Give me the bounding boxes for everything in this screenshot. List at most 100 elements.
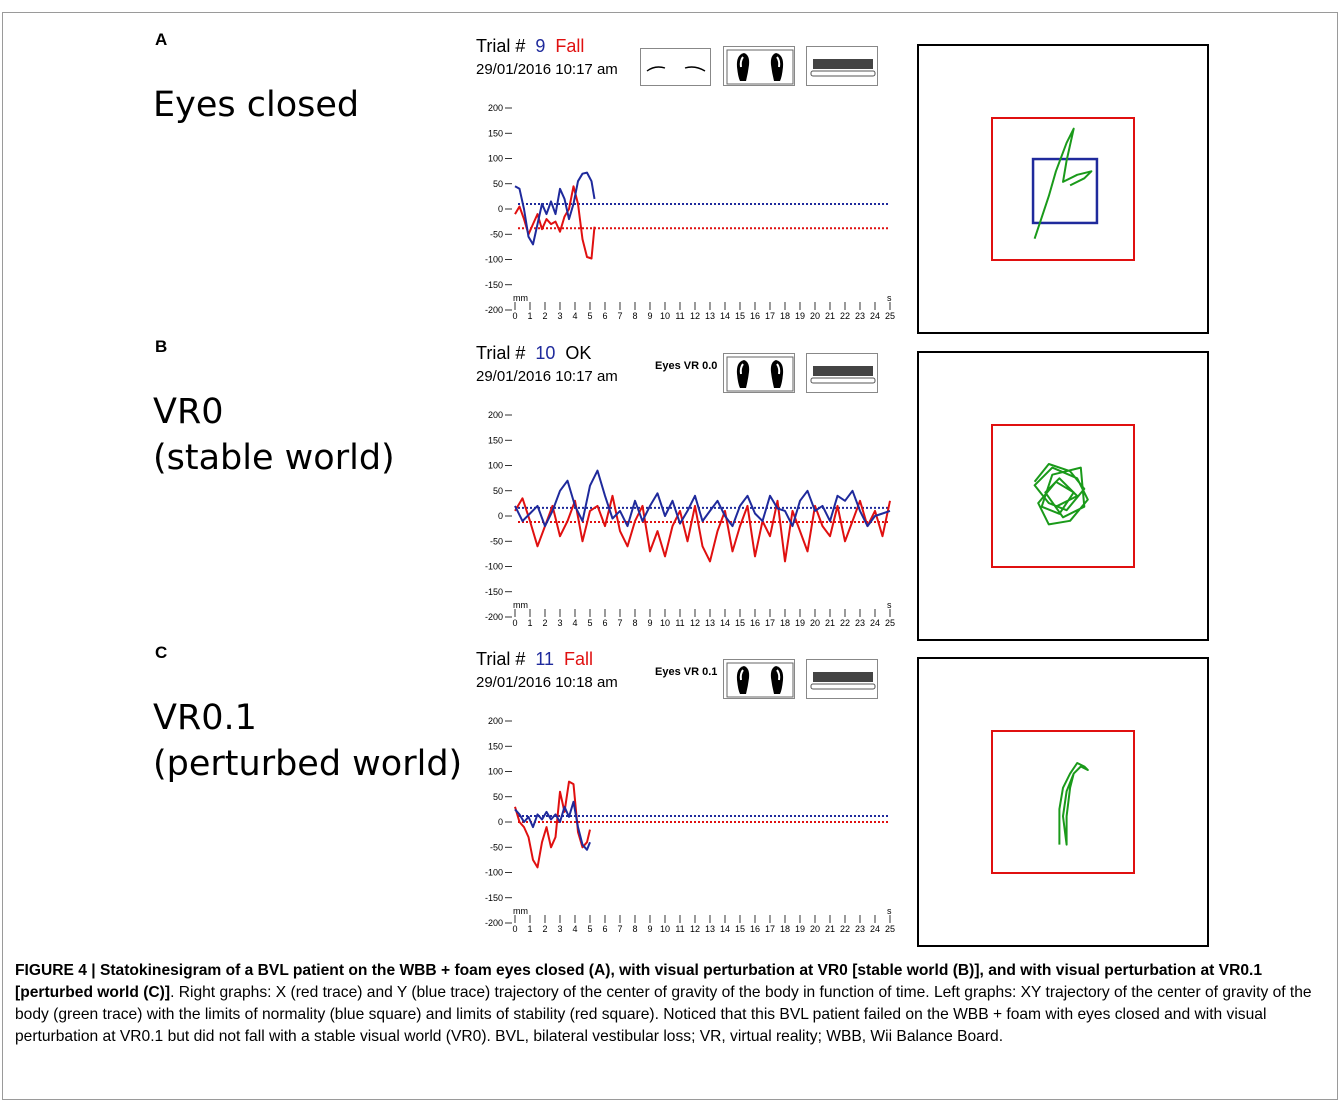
x-tick-label: 12: [690, 311, 700, 321]
y-tick-label: -200: [485, 918, 503, 928]
y-tick-label: 150: [488, 435, 503, 445]
trial-header: Trial # 10 OK: [476, 343, 591, 364]
y-tick-label: 100: [488, 767, 503, 777]
trial-datetime: 29/01/2016 10:17 am: [476, 368, 618, 385]
x-tick-label: 8: [632, 311, 637, 321]
x-tick-label: 24: [870, 924, 880, 934]
y-tick-label: 200: [488, 716, 503, 726]
x-tick-label: 1: [527, 924, 532, 934]
x-tick-label: 12: [690, 618, 700, 628]
x-tick-label: 18: [780, 924, 790, 934]
x-unit-label: s: [887, 293, 892, 303]
x-tick-label: 8: [632, 618, 637, 628]
y-unit-label: mm: [513, 906, 528, 916]
x-tick-label: 5: [587, 311, 592, 321]
x-tick-label: 15: [735, 618, 745, 628]
condition-label: Eyes closed: [153, 85, 360, 125]
x-tick-label: 18: [780, 311, 790, 321]
x-tick-label: 4: [572, 924, 577, 934]
x-tick-label: 18: [780, 618, 790, 628]
balance-board-icon: [806, 353, 878, 393]
xy-trajectory-chart: [917, 351, 1209, 641]
y-tick-label: 200: [488, 410, 503, 420]
x-tick-label: 17: [765, 311, 775, 321]
x-tick-label: 19: [795, 618, 805, 628]
panel-letter: C: [155, 643, 168, 662]
trial-datetime: 29/01/2016 10:18 am: [476, 674, 618, 691]
x-tick-label: 17: [765, 924, 775, 934]
eyes-vr-label: Eyes VR 0.0: [655, 360, 718, 372]
panel-letter: A: [155, 30, 168, 49]
x-tick-label: 12: [690, 924, 700, 934]
balance-board-icon: [806, 659, 878, 699]
x-tick-label: 16: [750, 924, 760, 934]
x-tick-label: 11: [675, 924, 684, 934]
panel-a: A Eyes closed Trial # 9 Fall 29/01/2016 10…: [0, 10, 1342, 334]
trial-label: Trial #: [476, 649, 526, 669]
x-tick-label: 25: [885, 618, 895, 628]
x-tick-label: 22: [840, 924, 850, 934]
x-tick-label: 4: [572, 311, 577, 321]
x-tick-label: 3: [557, 924, 562, 934]
panel-b: B VR0 (stable world) Trial #10 OK 29/01/2…: [0, 317, 1342, 641]
y-tick-label: 50: [493, 179, 503, 189]
y-unit-label: mm: [513, 293, 528, 303]
x-tick-label: 24: [870, 311, 880, 321]
trial-number: 9: [535, 36, 546, 56]
stability-square: [991, 117, 1135, 261]
trial-header: Trial # 9 Fall: [476, 36, 584, 57]
x-tick-label: 3: [557, 618, 562, 628]
stability-square: [991, 424, 1135, 568]
x-tick-label: 22: [840, 618, 850, 628]
feet-icon: [723, 46, 795, 86]
y-tick-label: 50: [493, 792, 503, 802]
x-tick-label: 20: [810, 618, 820, 628]
feet-icon: [723, 353, 795, 393]
x-tick-label: 0: [512, 924, 517, 934]
y-tick-label: -200: [485, 612, 503, 622]
trial-status: OK: [565, 343, 592, 363]
x-tick-label: 14: [720, 311, 730, 321]
x-tick-label: 10: [660, 618, 670, 628]
x-tick-label: 25: [885, 311, 895, 321]
x-tick-label: 7: [617, 618, 622, 628]
x-tick-label: 1: [527, 311, 532, 321]
trial-number: 11: [535, 649, 555, 669]
feet-icon: [723, 659, 795, 699]
normality-square: [1031, 157, 1099, 225]
trial-number: 10: [535, 343, 556, 363]
x-tick-label: 14: [720, 618, 730, 628]
x-tick-label: 21: [825, 311, 835, 321]
x-tick-label: 16: [750, 618, 760, 628]
x-tick-label: 6: [602, 311, 607, 321]
caption-body: . Right graphs: X (red trace) and Y (blu…: [15, 984, 1312, 1045]
x-tick-label: 23: [855, 618, 865, 628]
x-tick-label: 6: [602, 618, 607, 628]
x-tick-label: 1: [527, 618, 532, 628]
y-tick-label: -50: [490, 842, 503, 852]
panel-letter: B: [155, 337, 168, 356]
condition-label: VR0.1 (perturbed world): [153, 698, 463, 784]
y-tick-label: 100: [488, 461, 503, 471]
condition-label: VR0 (stable world): [153, 392, 395, 478]
y-tick-label: 200: [488, 103, 503, 113]
x-tick-label: 16: [750, 311, 760, 321]
x-tick-label: 6: [602, 924, 607, 934]
x-tick-label: 20: [810, 924, 820, 934]
x-tick-label: 23: [855, 311, 865, 321]
x-tick-label: 13: [705, 618, 715, 628]
caption-lead: FIGURE 4 | Statokinesigram of a BVL pati…: [15, 962, 1263, 1001]
figure-caption: FIGURE 4 | Statokinesigram of a BVL pati…: [15, 960, 1335, 1048]
y-tick-label: -100: [485, 255, 503, 265]
x-unit-label: s: [887, 600, 892, 610]
y-tick-label: 0: [498, 817, 503, 827]
trial-label: Trial #: [476, 36, 526, 56]
x-tick-label: 5: [587, 618, 592, 628]
x-tick-label: 15: [735, 311, 745, 321]
x-tick-label: 24: [870, 618, 880, 628]
y-tick-label: 150: [488, 741, 503, 751]
y-tick-label: -50: [490, 536, 503, 546]
x-tick-label: 7: [617, 924, 622, 934]
figure-frame: [2, 12, 1338, 1100]
